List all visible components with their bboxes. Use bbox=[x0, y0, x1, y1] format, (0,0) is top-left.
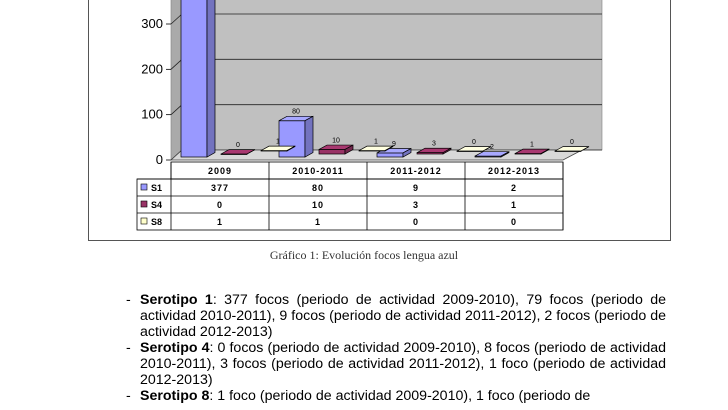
data-label: 10 bbox=[332, 137, 340, 144]
bar-front bbox=[376, 152, 404, 158]
bullet-text: : 377 focos (periodo de actividad 2009-2… bbox=[140, 292, 666, 340]
bar-side bbox=[482, 146, 492, 152]
data-label: 80 bbox=[292, 109, 300, 116]
bar-front bbox=[318, 149, 346, 155]
data-label: 0 bbox=[236, 142, 240, 149]
table-cell: 80 bbox=[312, 183, 324, 193]
bullet-label: Serotipo 1 bbox=[140, 292, 213, 308]
bullet-label: Serotipo 4 bbox=[140, 340, 210, 356]
bar-side bbox=[540, 148, 550, 155]
bar-S4-2011-2012 bbox=[416, 147, 452, 155]
y-tick-label: 300 bbox=[141, 16, 163, 31]
data-label: 1 bbox=[374, 139, 378, 146]
table-cell: 2 bbox=[511, 183, 517, 193]
data-label: 0 bbox=[472, 139, 476, 146]
table-category-label: 2012-2013 bbox=[488, 166, 540, 176]
legend-label-S8: S8 bbox=[151, 217, 162, 227]
table-cell: 1 bbox=[217, 217, 223, 227]
bar-S1-2009 bbox=[180, 0, 216, 158]
bar-S4-2010-2011 bbox=[318, 144, 354, 155]
gridline-side bbox=[170, 104, 183, 115]
bar-S1-2012-2013 bbox=[474, 151, 510, 158]
table-cell: 0 bbox=[217, 200, 223, 210]
back-wall bbox=[181, 0, 603, 151]
bar-side bbox=[304, 115, 314, 158]
table-body-box bbox=[136, 178, 564, 231]
bar-chart: 0100200300377809201031110020092010-20112… bbox=[136, 0, 603, 231]
legend-label-S1: S1 bbox=[151, 183, 162, 193]
legend-swatch-S4 bbox=[140, 200, 148, 208]
table-cell: 3 bbox=[413, 200, 419, 210]
table-cell: 377 bbox=[211, 183, 229, 193]
side-wall bbox=[170, 0, 183, 161]
bar-side bbox=[206, 0, 216, 158]
bar-front bbox=[278, 120, 306, 158]
list-item: - Serotipo 4: 0 focos (periodo de activid… bbox=[126, 340, 666, 388]
chart-frame: 0100200300377809201031110020092010-20112… bbox=[88, 0, 671, 241]
legend-swatch-S1 bbox=[140, 183, 148, 191]
data-label: 9 bbox=[392, 141, 396, 148]
bullet-dash: - bbox=[126, 340, 131, 356]
bar-side bbox=[246, 149, 256, 155]
table-category-label: 2010-2011 bbox=[292, 166, 344, 176]
table-cell: 9 bbox=[413, 183, 419, 193]
bar-side bbox=[344, 144, 354, 155]
figure-caption: Gráfico 1: Evolución focos lengua azul bbox=[269, 248, 459, 262]
bar-side bbox=[500, 151, 510, 158]
table-category-label: 2011-2012 bbox=[390, 166, 442, 176]
bar-side bbox=[580, 146, 590, 152]
serotype-list: - Serotipo 1: 377 focos (periodo de activ… bbox=[126, 292, 666, 404]
list-item: - Serotipo 8: 1 foco (periodo de activida… bbox=[126, 388, 666, 404]
bar-side bbox=[402, 147, 412, 158]
data-label: 2 bbox=[490, 144, 494, 151]
gridline-side bbox=[170, 13, 183, 25]
table-cell: 10 bbox=[312, 200, 324, 210]
y-tick-label: 200 bbox=[141, 61, 163, 76]
table-cell: 0 bbox=[511, 217, 517, 227]
data-label: 3 bbox=[432, 141, 436, 148]
bar-S8-2009 bbox=[260, 145, 296, 152]
bar-side bbox=[286, 145, 296, 152]
data-label: 1 bbox=[530, 142, 534, 149]
bar-front bbox=[180, 0, 208, 158]
table-cell: 0 bbox=[413, 217, 419, 227]
y-tick-label: 0 bbox=[156, 152, 163, 167]
legend-label-S4: S4 bbox=[151, 200, 162, 210]
data-label: 1 bbox=[276, 139, 280, 146]
y-tick-label: 100 bbox=[141, 107, 163, 122]
bar-S8-2011-2012 bbox=[456, 146, 492, 152]
table-cell: 1 bbox=[315, 217, 321, 227]
bullet-dash: - bbox=[126, 388, 131, 404]
bar-S8-2010-2011 bbox=[358, 145, 394, 152]
bar-S4-2012-2013 bbox=[514, 148, 550, 155]
table-category-label: 2009 bbox=[208, 166, 232, 176]
bullet-text: : 1 foco (periodo de actividad 2009-2010… bbox=[209, 388, 591, 404]
list-item: - Serotipo 1: 377 focos (periodo de activ… bbox=[126, 292, 666, 340]
bar-S8-2012-2013 bbox=[554, 146, 590, 152]
bar-side bbox=[384, 145, 394, 152]
bullet-dash: - bbox=[126, 292, 131, 308]
bar-side bbox=[442, 147, 452, 155]
gridline-side bbox=[170, 59, 183, 70]
bar-S4-2009 bbox=[220, 149, 256, 155]
table-cell: 1 bbox=[511, 200, 517, 210]
data-label: 0 bbox=[570, 139, 574, 146]
bullet-text: : 0 focos (periodo de actividad 2009-201… bbox=[140, 340, 667, 388]
bullet-label: Serotipo 8 bbox=[140, 388, 210, 404]
legend-swatch-S8 bbox=[140, 217, 148, 225]
